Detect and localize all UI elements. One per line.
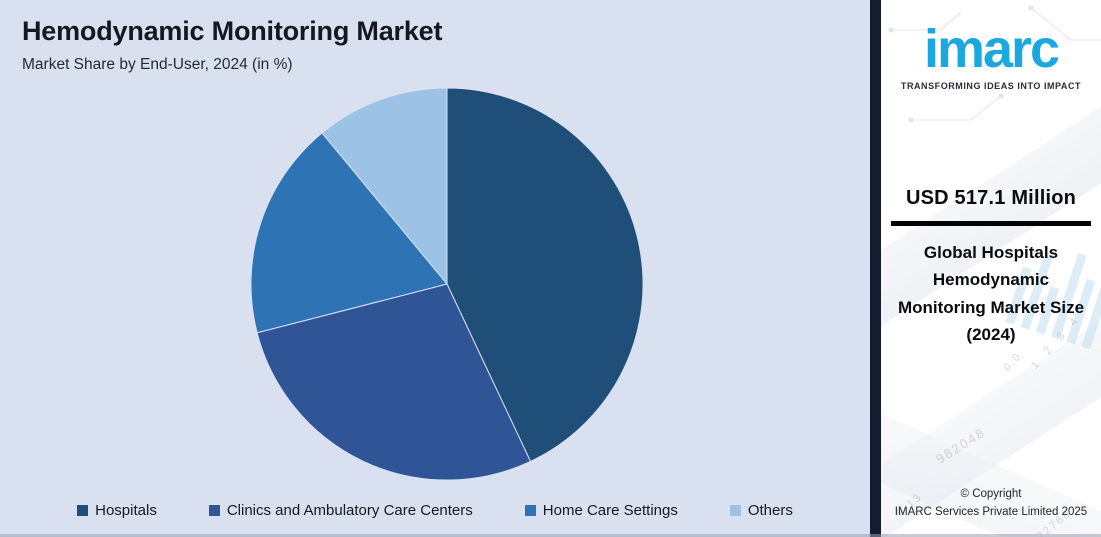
stat-value: USD 517.1 Million xyxy=(905,187,1077,210)
legend-swatch-clinics xyxy=(208,505,220,516)
chart-header: Hemodynamic Monitoring Market Market Sha… xyxy=(22,16,442,74)
sidebar-content: imarc TRANSFORMING IDEAS INTO IMPACT USD… xyxy=(881,19,1101,349)
pie-slice-hospitals xyxy=(446,87,644,462)
legend-label-hospitals: Hospitals xyxy=(95,502,157,519)
sidebar: 0.0 1 2 3 4 982048 0.13 72768 imarc TRAN… xyxy=(870,0,1101,537)
copyright-line2: IMARC Services Private Limited 2025 xyxy=(894,506,1088,519)
pie-chart xyxy=(249,86,645,482)
legend-item-others: Others xyxy=(729,502,793,519)
copyright-line1: © Copyright xyxy=(960,488,1022,501)
stat-underline xyxy=(891,221,1091,226)
stat-label-line: Global Hospitals xyxy=(923,242,1059,262)
legend-swatch-hospitals xyxy=(77,505,89,516)
legend-label-others: Others xyxy=(747,502,793,519)
pie-slice-home-care-settings xyxy=(250,132,448,334)
legend-item-home-care: Home Care Settings xyxy=(524,502,678,519)
legend-label-home-care: Home Care Settings xyxy=(542,502,678,519)
stat-callout: USD 517.1 Million Global Hospitals Hemod… xyxy=(881,187,1101,349)
chart-panel: Hemodynamic Monitoring Market Market Sha… xyxy=(0,0,870,537)
chart-legend: Hospitals Clinics and Ambulatory Care Ce… xyxy=(0,502,870,519)
stat-label-line: Monitoring Market Size xyxy=(897,297,1085,317)
watermark-number: 0.0 xyxy=(1000,350,1024,374)
watermark-number: 982048 xyxy=(933,424,989,467)
legend-item-clinics: Clinics and Ambulatory Care Centers xyxy=(208,502,473,519)
imarc-logo-text: imarc xyxy=(923,19,1060,79)
copyright-notice: © Copyright IMARC Services Private Limit… xyxy=(881,486,1101,522)
stat-label: Global Hospitals Hemodynamic Monitoring … xyxy=(889,239,1093,349)
page-title: Hemodynamic Monitoring Market xyxy=(22,16,443,46)
legend-item-hospitals: Hospitals xyxy=(77,502,157,519)
pie-slice-clinics-and-ambulatory-care-centers xyxy=(256,283,531,481)
pie-slice-others xyxy=(321,87,448,285)
stat-label-line: Hemodynamic xyxy=(932,270,1050,290)
legend-swatch-others xyxy=(729,505,741,516)
stat-label-line: (2024) xyxy=(966,325,1016,345)
legend-swatch-home-care xyxy=(524,505,536,516)
legend-label-clinics: Clinics and Ambulatory Care Centers xyxy=(226,502,473,519)
imarc-logo: imarc TRANSFORMING IDEAS INTO IMPACT xyxy=(881,19,1101,92)
pie-chart-svg xyxy=(250,87,644,481)
chart-subtitle: Market Share by End-User, 2024 (in %) xyxy=(22,56,293,73)
imarc-logo-tagline: TRANSFORMING IDEAS INTO IMPACT xyxy=(900,81,1082,92)
